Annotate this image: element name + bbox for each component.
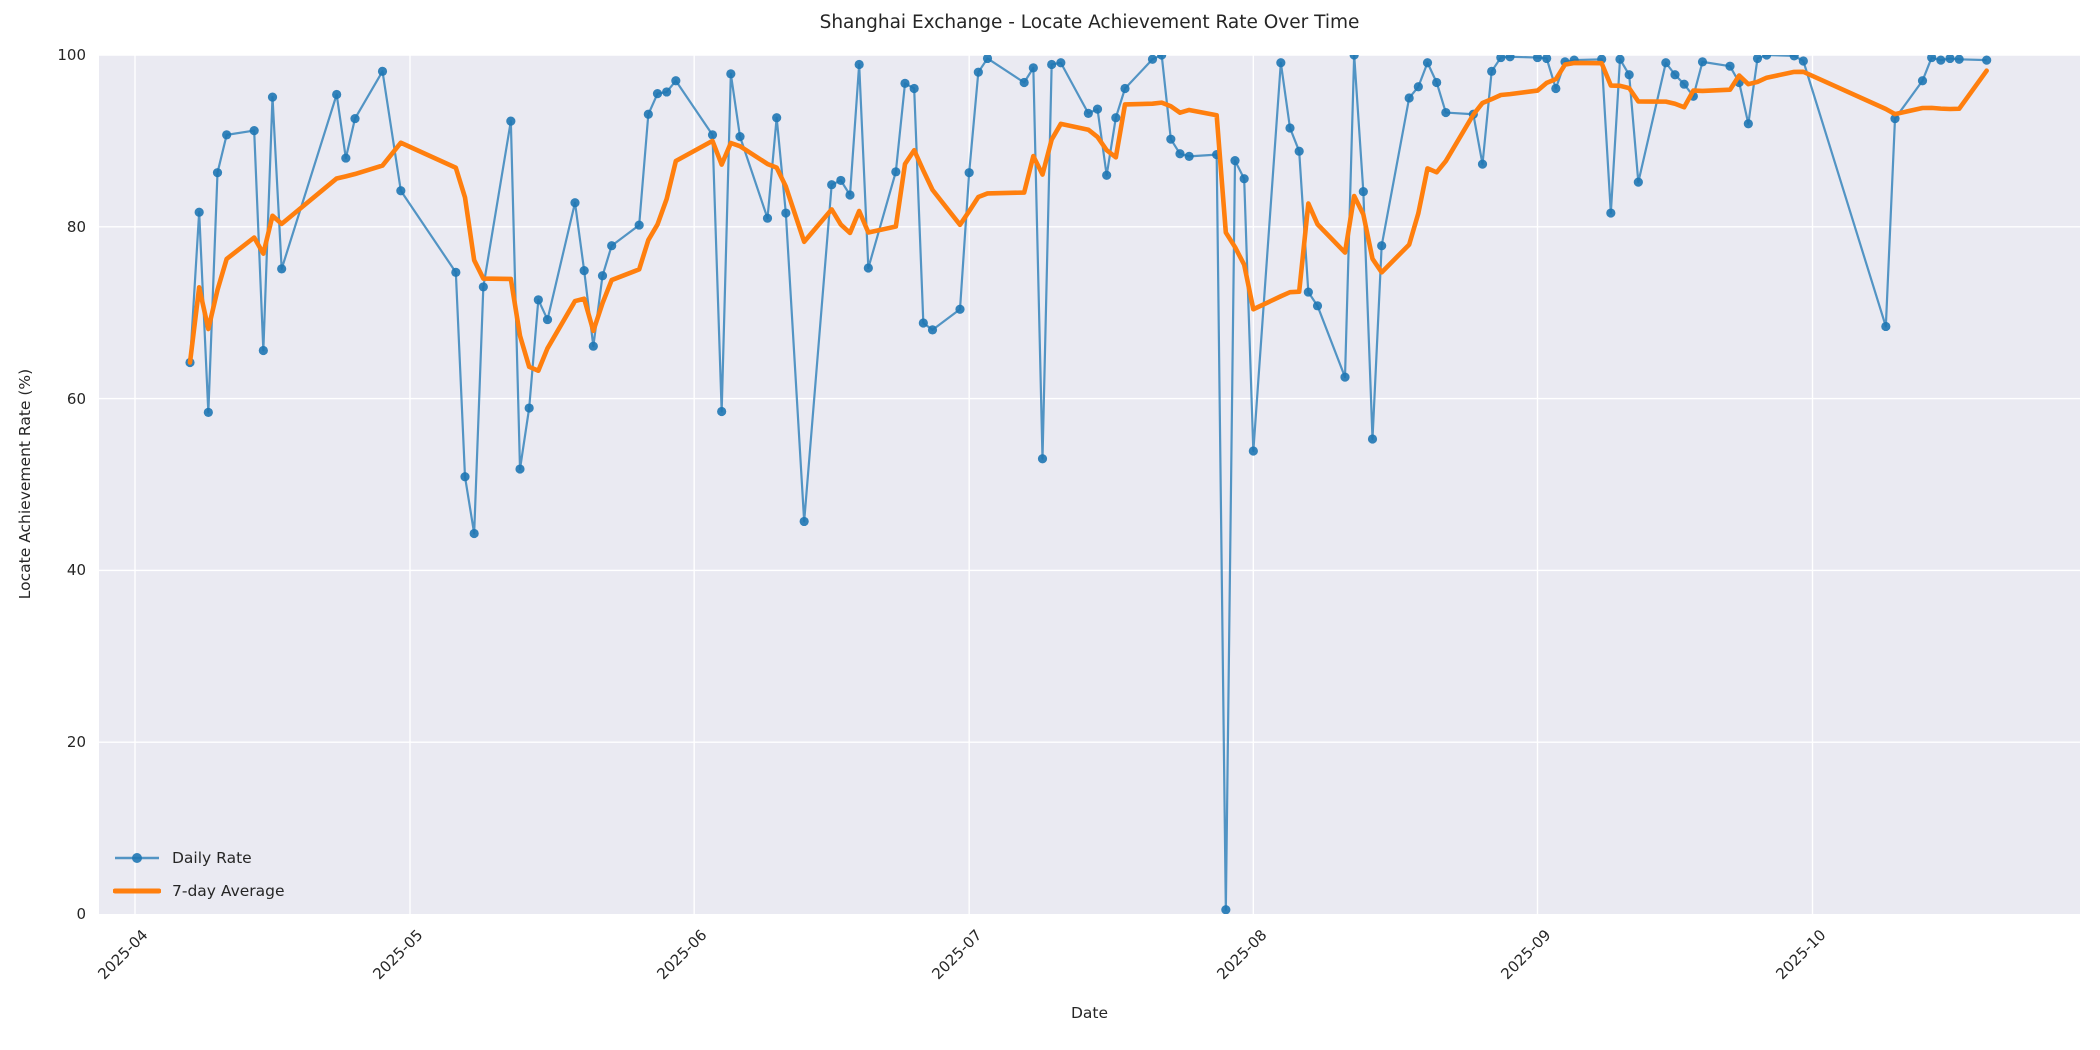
legend-label: 7-day Average — [172, 881, 285, 900]
chart-title: Shanghai Exchange - Locate Achievement R… — [819, 12, 1360, 33]
y-tick-label: 60 — [66, 389, 86, 408]
y-axis-label: Locate Achievement Rate (%) — [16, 368, 34, 600]
legend: Daily Rate 7-day Average — [113, 841, 285, 907]
gridlines — [99, 54, 2080, 914]
axes-background — [99, 55, 2080, 914]
y-tick-label: 40 — [66, 561, 86, 580]
x-axis-label: Date — [1070, 1004, 1109, 1022]
legend-item-daily-rate: Daily Rate — [113, 841, 285, 874]
y-tick-label: 0 — [76, 905, 86, 923]
y-tick-label: 100 — [57, 46, 86, 64]
legend-item-7day-average: 7-day Average — [113, 874, 285, 907]
7day-average-line — [187, 60, 1989, 374]
y-tick-label: 20 — [66, 733, 86, 752]
y-tick-label: 80 — [66, 217, 86, 236]
7day-average-swatch-icon — [113, 888, 161, 893]
series-group — [185, 55, 1992, 914]
daily-rate-swatch-icon — [115, 852, 159, 863]
legend-label: Daily Rate — [172, 848, 252, 867]
